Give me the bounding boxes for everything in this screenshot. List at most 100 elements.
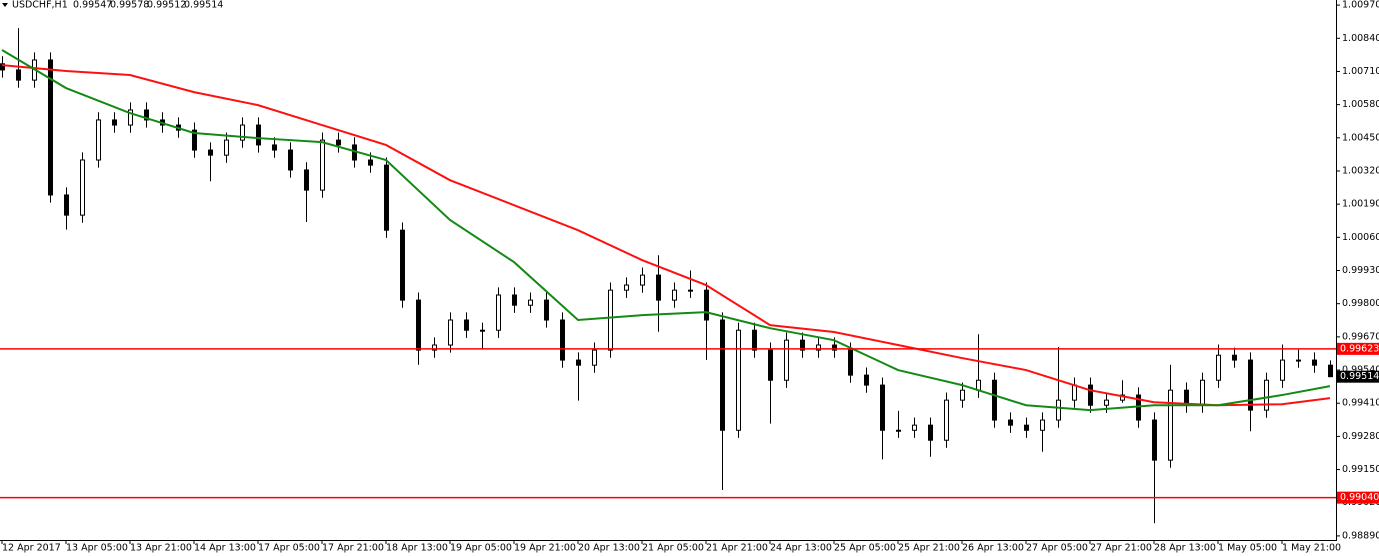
candle-body — [272, 144, 277, 151]
x-tick-label: 1 May 21:00 — [1282, 543, 1341, 554]
y-tick-label: 0.99150 — [1342, 464, 1379, 475]
candle-body — [64, 194, 69, 216]
x-tick-label: 25 Apr 05:00 — [834, 543, 896, 554]
candle-body — [336, 139, 341, 146]
candle-body — [880, 384, 885, 431]
candle-body — [112, 119, 117, 126]
candle-body — [736, 329, 741, 431]
y-tick-label: 0.99410 — [1342, 398, 1379, 409]
candle-body — [1216, 354, 1221, 381]
candle-body — [992, 379, 997, 421]
candle-body — [448, 319, 453, 346]
candle-body — [624, 284, 629, 291]
candle-body — [288, 149, 293, 171]
candle-body — [912, 424, 917, 431]
candle-body — [1280, 359, 1285, 381]
y-tick-label: 1.00580 — [1342, 99, 1379, 110]
candle-body — [544, 299, 549, 321]
candle-body — [1104, 399, 1109, 406]
candle-body — [1312, 359, 1317, 366]
candle-body — [1152, 419, 1157, 461]
candle-body — [96, 119, 101, 161]
candle-body — [80, 159, 85, 216]
y-tick-label: 0.99540 — [1342, 365, 1379, 376]
candle-body — [304, 169, 309, 191]
price-label: 0.99514 — [1340, 371, 1379, 382]
candle-body — [512, 294, 517, 306]
level-label: 0.99040 — [1340, 492, 1379, 503]
high: 0.99578 — [110, 0, 149, 11]
candle-body — [944, 399, 949, 441]
candle-body — [1072, 384, 1077, 401]
candle-body — [976, 379, 981, 391]
y-tick-label: 0.99670 — [1342, 331, 1379, 342]
y-tick-label: 0.98890 — [1342, 530, 1379, 541]
candle-body — [384, 164, 389, 231]
y-tick-label: 1.00970 — [1342, 0, 1379, 11]
candle-body — [16, 69, 21, 81]
candle-body — [1232, 354, 1237, 361]
candle-body — [48, 59, 53, 196]
y-tick-label: 1.00840 — [1342, 33, 1379, 44]
candle-body — [720, 319, 725, 431]
x-tick-label: 12 Apr 2017 — [2, 543, 61, 554]
candle-body — [960, 389, 965, 401]
candle-body — [800, 339, 805, 351]
x-tick-label: 28 Apr 13:00 — [1154, 543, 1216, 554]
candle-body — [640, 274, 645, 286]
candle-body — [1056, 399, 1061, 421]
x-tick-label: 17 Apr 21:00 — [322, 543, 384, 554]
x-tick-label: 17 Apr 05:00 — [258, 543, 320, 554]
moving-average — [1, 49, 1331, 412]
candle-body — [208, 149, 213, 156]
candle-body — [752, 329, 757, 351]
candle-body — [704, 289, 709, 321]
candle-body — [128, 109, 133, 126]
low: 0.99512 — [147, 0, 186, 11]
x-tick-label: 27 Apr 05:00 — [1026, 543, 1088, 554]
symbol: USDCHF,H1 — [12, 0, 68, 11]
y-tick-label: 0.99930 — [1342, 265, 1379, 276]
x-tick-label: 1 May 05:00 — [1218, 543, 1277, 554]
candle-body — [576, 359, 581, 366]
x-tick-label: 25 Apr 21:00 — [898, 543, 960, 554]
x-tick-label: 19 Apr 21:00 — [514, 543, 576, 554]
candle-body — [224, 139, 229, 156]
candle-body — [1328, 364, 1333, 378]
candle-body — [192, 129, 197, 151]
candle-body — [528, 299, 533, 306]
x-tick-label: 14 Apr 13:00 — [194, 543, 256, 554]
candle-body — [1168, 389, 1173, 461]
candle-body — [368, 159, 373, 166]
x-tick-label: 27 Apr 21:00 — [1090, 543, 1152, 554]
price-label-box — [1337, 370, 1379, 383]
candle-body — [928, 424, 933, 441]
candle-body — [480, 329, 485, 332]
candle-body — [1264, 379, 1269, 411]
candle-body — [784, 339, 789, 381]
candle-body — [1008, 419, 1013, 426]
candle-body — [496, 294, 501, 331]
x-tick-label: 13 Apr 21:00 — [130, 543, 192, 554]
x-tick-label: 24 Apr 13:00 — [770, 543, 832, 554]
y-tick-label: 1.00060 — [1342, 232, 1379, 243]
x-tick-label: 26 Apr 13:00 — [962, 543, 1024, 554]
candle-body — [672, 289, 677, 301]
candle-body — [768, 349, 773, 381]
candle-body — [416, 299, 421, 351]
menu-arrow[interactable] — [2, 3, 8, 7]
x-tick-label: 20 Apr 13:00 — [578, 543, 640, 554]
candle-body — [832, 344, 837, 351]
y-tick-label: 0.99800 — [1342, 298, 1379, 309]
moving-average — [1, 64, 1331, 407]
level-label-box — [1337, 342, 1379, 355]
candle-body — [432, 344, 437, 351]
x-tick-label: 21 Apr 21:00 — [706, 543, 768, 554]
y-tick-label: 1.00320 — [1342, 165, 1379, 176]
y-tick-label: 1.00710 — [1342, 66, 1379, 77]
candle-body — [592, 349, 597, 366]
candle-body — [1040, 419, 1045, 431]
candle-body — [464, 319, 469, 331]
y-tick-label: 1.00190 — [1342, 199, 1379, 210]
